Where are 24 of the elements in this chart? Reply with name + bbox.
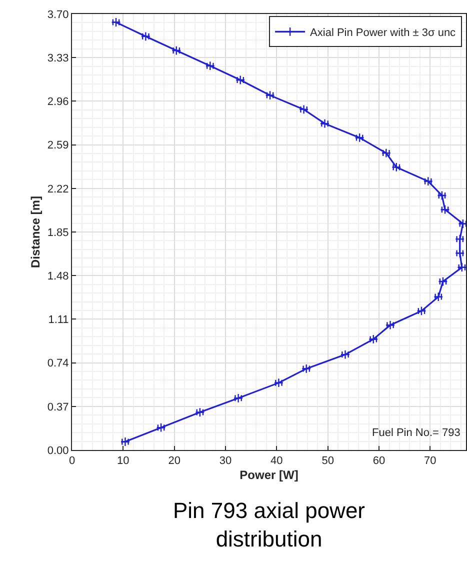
x-tick-label: 50 [322, 455, 334, 468]
y-tick-label: 2.22 [47, 183, 69, 196]
y-tick-label: 0.00 [47, 444, 69, 457]
y-tick-label: 2.96 [47, 96, 69, 108]
y-tick-label: 2.59 [47, 140, 69, 152]
x-tick-label: 30 [219, 455, 232, 468]
x-tick-label: 10 [117, 455, 130, 468]
x-axis-title: Power [W] [240, 468, 298, 482]
text: Pin 793 axial power distribution [173, 498, 366, 552]
y-tick-label: 1.11 [48, 314, 69, 326]
x-tick-label: 40 [270, 455, 283, 468]
y-tick-label: 3.70 [47, 8, 69, 21]
x-tick-label: 70 [424, 455, 436, 468]
y-tick-label: 0.37 [47, 401, 69, 414]
y-tick-label: 0.74 [47, 358, 69, 370]
y-tick-label: 1.85 [47, 226, 69, 239]
x-tick-label: 20 [168, 455, 180, 468]
y-axis-title: Distance [m] [28, 196, 43, 268]
x-tick-label: 0 [68, 455, 76, 468]
annotation: Fuel Pin No.= 793 [372, 427, 460, 439]
x-tick-label: 60 [372, 455, 386, 468]
y-tick-label: 3.33 [47, 52, 69, 64]
y-tick-label: 1.48 [47, 270, 69, 282]
legend-label: Axial Pin Power with ± 3σ unc [310, 26, 456, 39]
